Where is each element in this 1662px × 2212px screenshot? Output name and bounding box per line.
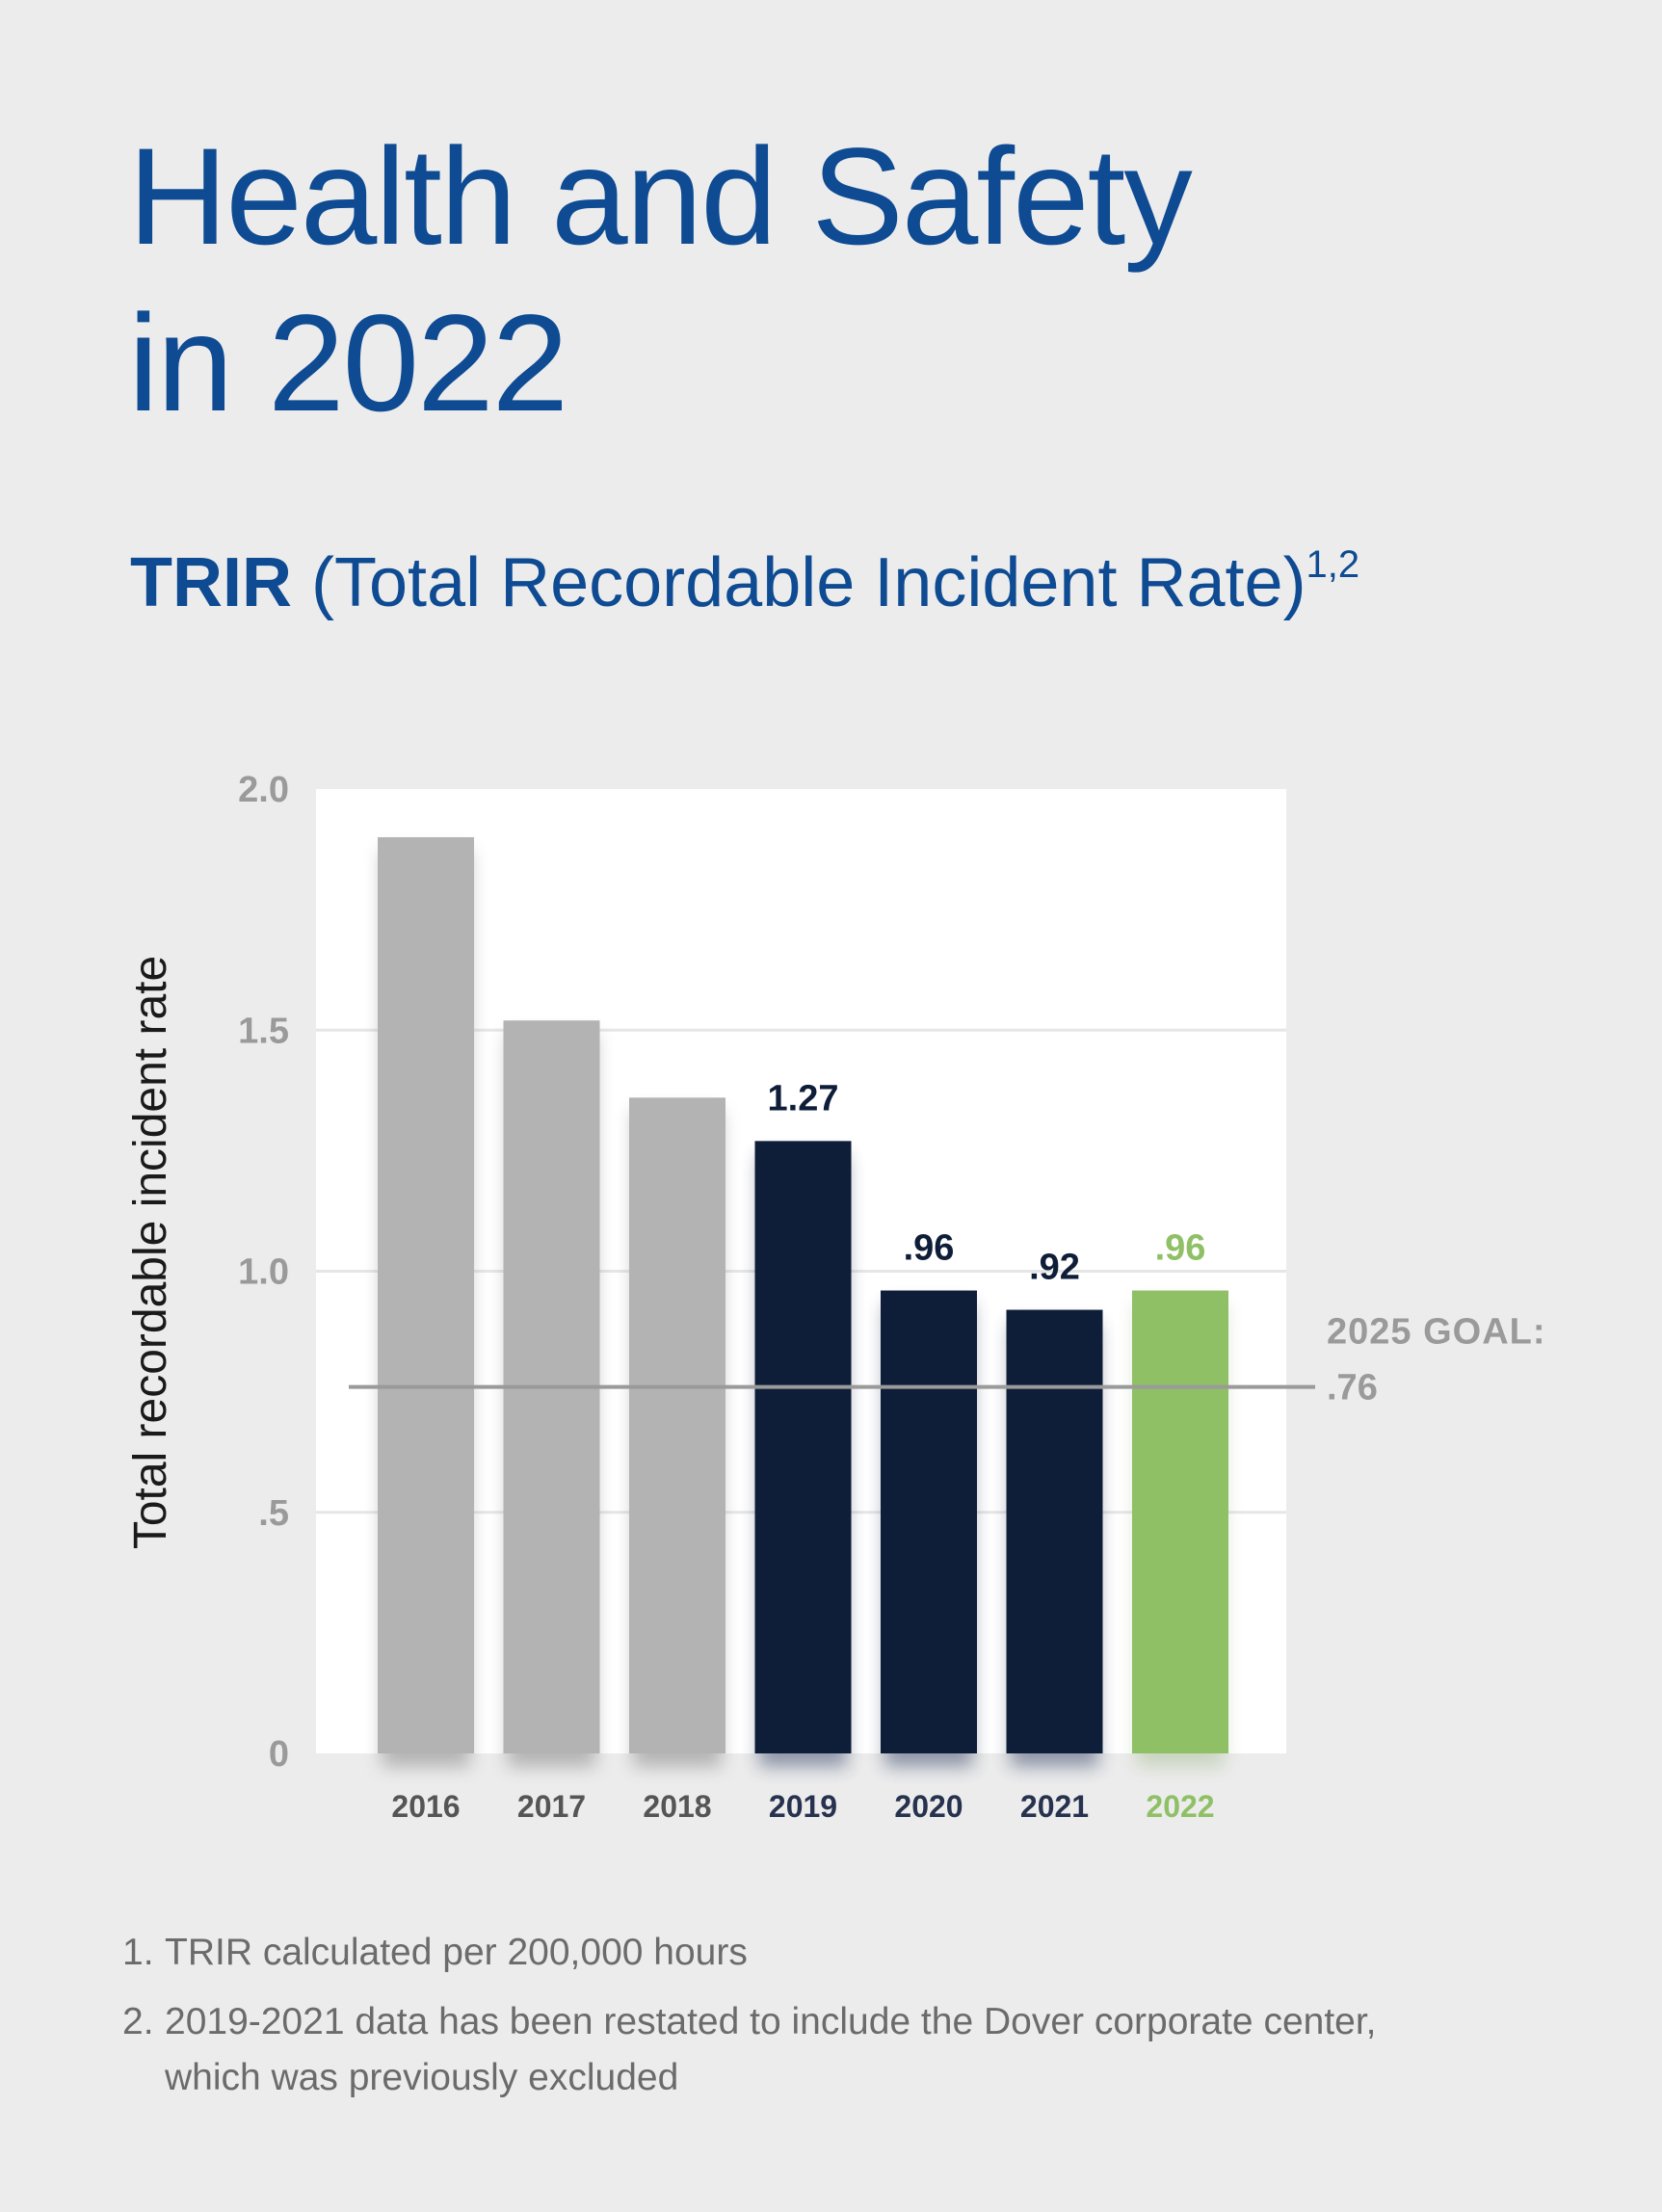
goal-value-label: .76 — [1327, 1368, 1378, 1409]
y-axis-ticks: 0 .5 1.0 1.5 2.0 — [238, 770, 289, 1775]
bar-2016 — [378, 837, 474, 1753]
bar-2022 — [1132, 1290, 1228, 1753]
x-tick-label: 2018 — [643, 1789, 711, 1824]
data-label: .96 — [904, 1228, 955, 1269]
x-tick-label: 2017 — [517, 1789, 586, 1824]
footnote-number: 1. — [122, 1932, 154, 1973]
footnote-2: 2. 2019-2021 data has been restated to i… — [122, 1994, 1471, 2106]
trir-bar-chart: 2025 GOAL: .76 1.27 .96 .92 .96 0 .5 1.0 1.5 2.0… — [125, 770, 1546, 1824]
bar-2019 — [754, 1141, 852, 1753]
bar-2018 — [629, 1097, 725, 1753]
x-axis-ticks: 2016 2017 2018 2019 2020 2021 2022 — [391, 1789, 1214, 1824]
data-labels: 1.27 .96 .92 .96 — [768, 1078, 1206, 1287]
x-tick-label: 2016 — [391, 1789, 460, 1824]
footnote-text: TRIR calculated per 200,000 hours — [165, 1932, 748, 1973]
goal-marker: 2025 GOAL: .76 — [349, 1312, 1546, 1409]
y-tick-label: .5 — [258, 1493, 289, 1534]
footnotes: 1. TRIR calculated per 200,000 hours 2. … — [122, 1925, 1471, 2120]
y-tick-label: 1.0 — [238, 1252, 289, 1293]
data-label: .92 — [1029, 1248, 1080, 1288]
x-tick-label: 2021 — [1020, 1789, 1089, 1824]
footnote-text: 2019-2021 data has been restated to incl… — [165, 2001, 1377, 2098]
goal-label: 2025 GOAL: — [1327, 1312, 1546, 1353]
page-title-line-2: in 2022 — [128, 287, 568, 440]
y-tick-label: 0 — [269, 1734, 289, 1775]
x-tick-label: 2019 — [769, 1789, 837, 1824]
chart-subtitle: TRIR (Total Recordable Incident Rate)1,2 — [130, 540, 1359, 626]
subtitle-description: (Total Recordable Incident Rate) — [311, 544, 1306, 621]
y-axis-label: Total recordable incident rate — [125, 956, 176, 1549]
subtitle-acronym: TRIR — [130, 544, 292, 621]
page-title-line-1: Health and Safety — [128, 120, 1193, 274]
x-tick-label: 2022 — [1146, 1789, 1214, 1824]
data-label: 1.27 — [768, 1078, 839, 1119]
y-tick-label: 2.0 — [238, 770, 289, 810]
y-tick-label: 1.5 — [238, 1011, 289, 1051]
data-label: .96 — [1155, 1228, 1206, 1269]
footnote-1: 1. TRIR calculated per 200,000 hours — [122, 1925, 1471, 1981]
footnote-number: 2. — [122, 2001, 154, 2042]
bar-2020 — [881, 1290, 977, 1753]
page-title: Health and Safety in 2022 — [128, 114, 1193, 447]
subtitle-footnote-marks: 1,2 — [1306, 543, 1360, 586]
bar-2021 — [1006, 1309, 1103, 1753]
x-tick-label: 2020 — [894, 1789, 963, 1824]
